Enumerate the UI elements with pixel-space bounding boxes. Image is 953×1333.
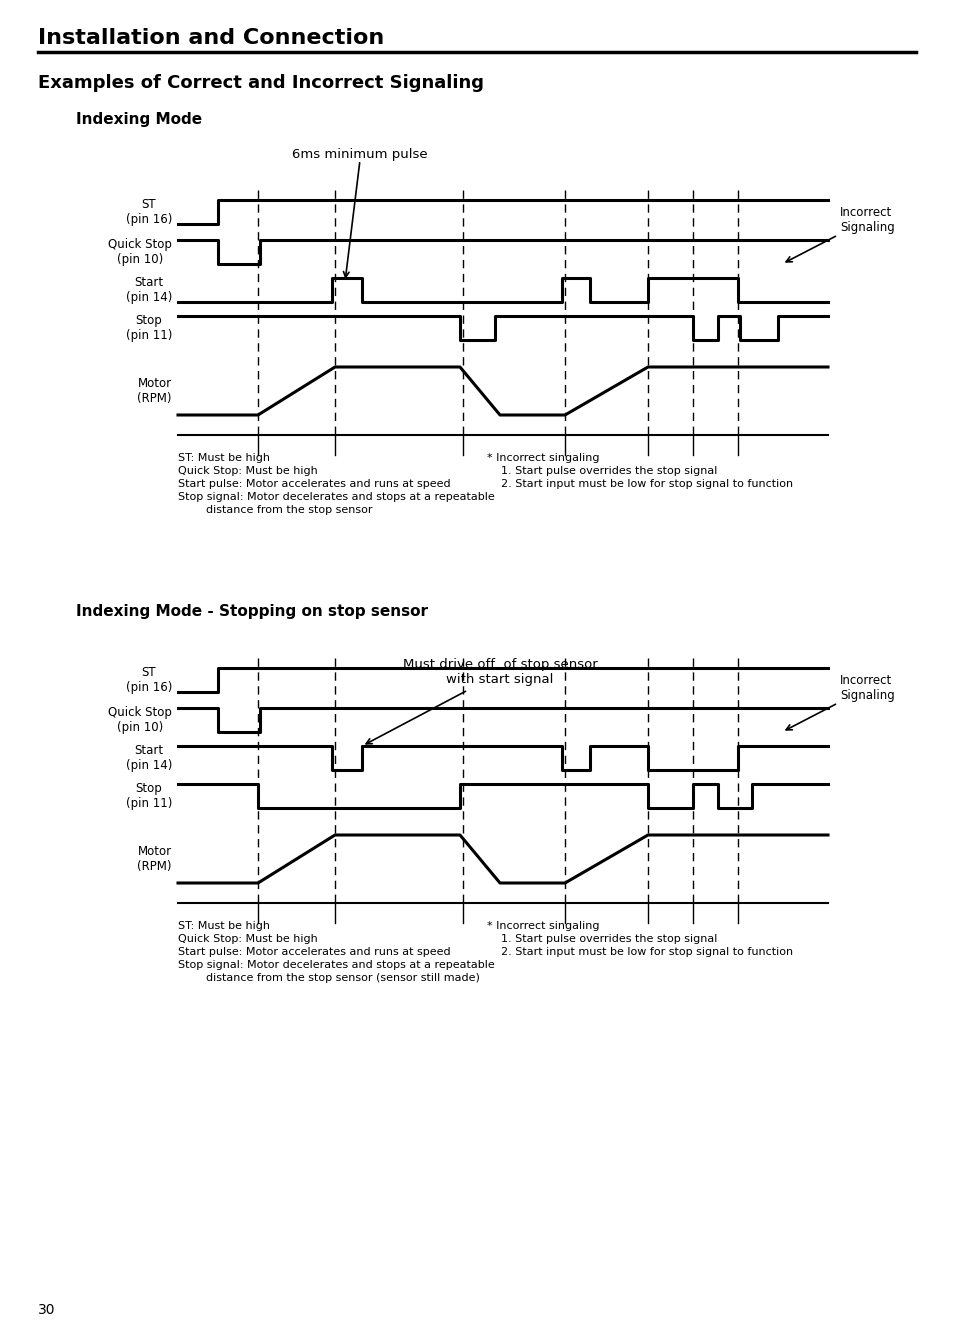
Text: ST
(pin 16): ST (pin 16) <box>126 666 172 694</box>
Text: Start pulse: Motor accelerates and runs at speed: Start pulse: Motor accelerates and runs … <box>178 479 450 489</box>
Text: Must drive off  of stop sensor
with start signal: Must drive off of stop sensor with start… <box>402 659 597 686</box>
Text: Stop signal: Motor decelerates and stops at a repeatable: Stop signal: Motor decelerates and stops… <box>178 492 495 503</box>
Text: Indexing Mode - Stopping on stop sensor: Indexing Mode - Stopping on stop sensor <box>76 604 428 619</box>
Text: Quick Stop: Must be high: Quick Stop: Must be high <box>178 467 317 476</box>
Text: Indexing Mode: Indexing Mode <box>76 112 202 127</box>
Text: Incorrect
Signaling: Incorrect Signaling <box>840 207 894 235</box>
Text: ST
(pin 16): ST (pin 16) <box>126 199 172 227</box>
Text: Installation and Connection: Installation and Connection <box>38 28 384 48</box>
Text: Quick Stop: Must be high: Quick Stop: Must be high <box>178 934 317 944</box>
Text: Stop signal: Motor decelerates and stops at a repeatable: Stop signal: Motor decelerates and stops… <box>178 960 495 970</box>
Text: 1. Start pulse overrides the stop signal: 1. Start pulse overrides the stop signal <box>486 467 717 476</box>
Text: * Incorrect singaling: * Incorrect singaling <box>486 453 598 463</box>
Text: Incorrect
Signaling: Incorrect Signaling <box>840 674 894 702</box>
Text: 6ms minimum pulse: 6ms minimum pulse <box>292 148 427 161</box>
Text: Quick Stop
(pin 10): Quick Stop (pin 10) <box>108 239 172 267</box>
Text: Examples of Correct and Incorrect Signaling: Examples of Correct and Incorrect Signal… <box>38 75 483 92</box>
Text: ST: Must be high: ST: Must be high <box>178 453 270 463</box>
Text: Start
(pin 14): Start (pin 14) <box>126 276 172 304</box>
Text: Stop
(pin 11): Stop (pin 11) <box>126 782 172 810</box>
Text: 1. Start pulse overrides the stop signal: 1. Start pulse overrides the stop signal <box>486 934 717 944</box>
Text: 2. Start input must be low for stop signal to function: 2. Start input must be low for stop sign… <box>486 946 792 957</box>
Text: * Incorrect singaling: * Incorrect singaling <box>486 921 598 930</box>
Text: Motor
(RPM): Motor (RPM) <box>137 377 172 405</box>
Text: Start pulse: Motor accelerates and runs at speed: Start pulse: Motor accelerates and runs … <box>178 946 450 957</box>
Text: distance from the stop sensor: distance from the stop sensor <box>178 505 372 515</box>
Text: Quick Stop
(pin 10): Quick Stop (pin 10) <box>108 706 172 734</box>
Text: Start
(pin 14): Start (pin 14) <box>126 744 172 772</box>
Text: 30: 30 <box>38 1302 55 1317</box>
Text: Motor
(RPM): Motor (RPM) <box>137 845 172 873</box>
Text: distance from the stop sensor (sensor still made): distance from the stop sensor (sensor st… <box>178 973 479 982</box>
Text: Stop
(pin 11): Stop (pin 11) <box>126 315 172 343</box>
Text: ST: Must be high: ST: Must be high <box>178 921 270 930</box>
Text: 2. Start input must be low for stop signal to function: 2. Start input must be low for stop sign… <box>486 479 792 489</box>
